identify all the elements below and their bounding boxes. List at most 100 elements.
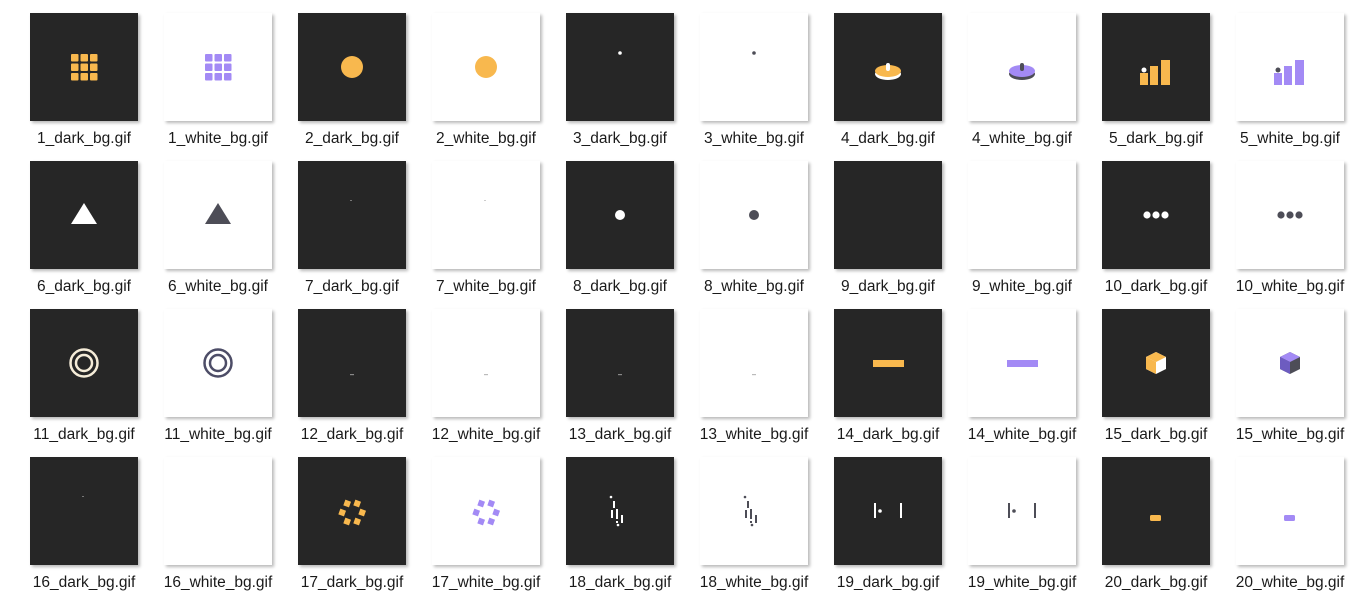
- file-item[interactable]: 12_dark_bg.gif: [298, 309, 432, 457]
- file-item[interactable]: 20_white_bg.gif: [1236, 457, 1364, 605]
- file-item[interactable]: 18_dark_bg.gif: [566, 457, 700, 605]
- file-name: 18_dark_bg.gif: [568, 574, 672, 591]
- thumbnail[interactable]: [1102, 13, 1210, 121]
- file-name: 10_white_bg.gif: [1235, 278, 1345, 295]
- file-item[interactable]: 17_white_bg.gif: [432, 457, 566, 605]
- file-item[interactable]: 19_dark_bg.gif: [834, 457, 968, 605]
- file-item[interactable]: 18_white_bg.gif: [700, 457, 834, 605]
- thumbnail[interactable]: [30, 457, 138, 565]
- thumbnail[interactable]: [298, 309, 406, 417]
- file-item[interactable]: 3_dark_bg.gif: [566, 13, 700, 161]
- file-item[interactable]: 7_white_bg.gif: [432, 161, 566, 309]
- file-item[interactable]: 8_white_bg.gif: [700, 161, 834, 309]
- file-item[interactable]: 16_dark_bg.gif: [30, 457, 164, 605]
- thumbnail[interactable]: [298, 457, 406, 565]
- thumbnail[interactable]: [566, 161, 674, 269]
- file-name: 2_dark_bg.gif: [305, 130, 399, 147]
- file-item[interactable]: 5_white_bg.gif: [1236, 13, 1364, 161]
- file-item[interactable]: 4_white_bg.gif: [968, 13, 1102, 161]
- thumbnail[interactable]: [1236, 161, 1344, 269]
- file-name: 5_dark_bg.gif: [1109, 130, 1203, 147]
- thumbnail[interactable]: [700, 13, 808, 121]
- file-name: 11_white_bg.gif: [164, 426, 272, 443]
- thumbnail[interactable]: [1236, 13, 1344, 121]
- file-item[interactable]: 10_dark_bg.gif: [1102, 161, 1236, 309]
- file-item[interactable]: 14_white_bg.gif: [968, 309, 1102, 457]
- file-item[interactable]: 5_dark_bg.gif: [1102, 13, 1236, 161]
- file-item[interactable]: 1_white_bg.gif: [164, 13, 298, 161]
- file-item[interactable]: 6_dark_bg.gif: [30, 161, 164, 309]
- file-name: 3_dark_bg.gif: [573, 130, 667, 147]
- thumbnail[interactable]: [834, 161, 942, 269]
- thumbnail[interactable]: [566, 309, 674, 417]
- file-item[interactable]: 20_dark_bg.gif: [1102, 457, 1236, 605]
- file-item[interactable]: 2_white_bg.gif: [432, 13, 566, 161]
- cube-icon: [1280, 352, 1300, 374]
- thumbnail[interactable]: [432, 309, 540, 417]
- file-name: 19_white_bg.gif: [967, 574, 1077, 591]
- file-item[interactable]: 9_white_bg.gif: [968, 161, 1102, 309]
- thumbnail[interactable]: [30, 309, 138, 417]
- thumbnail[interactable]: [164, 457, 272, 565]
- file-item[interactable]: 11_white_bg.gif: [164, 309, 298, 457]
- thumbnail[interactable]: [1102, 161, 1210, 269]
- file-name: 18_white_bg.gif: [699, 574, 809, 591]
- thumbnail[interactable]: [968, 309, 1076, 417]
- thumbnail[interactable]: [700, 457, 808, 565]
- thumbnail[interactable]: [30, 161, 138, 269]
- file-item[interactable]: 16_white_bg.gif: [164, 457, 298, 605]
- disc-icon: [1009, 63, 1035, 80]
- thumbnail[interactable]: [298, 13, 406, 121]
- thumbnail[interactable]: [164, 13, 272, 121]
- thumbnail[interactable]: [566, 457, 674, 565]
- file-item[interactable]: 1_dark_bg.gif: [30, 13, 164, 161]
- file-item[interactable]: 9_dark_bg.gif: [834, 161, 968, 309]
- file-item[interactable]: 15_white_bg.gif: [1236, 309, 1364, 457]
- file-name: 6_dark_bg.gif: [37, 278, 131, 295]
- thumbnail[interactable]: [834, 309, 942, 417]
- dot-icon: [749, 210, 759, 220]
- thumbnail[interactable]: [834, 457, 942, 565]
- file-item[interactable]: 17_dark_bg.gif: [298, 457, 432, 605]
- dot-icon: [615, 210, 625, 220]
- thumbnail[interactable]: [164, 309, 272, 417]
- thumbnail[interactable]: [432, 457, 540, 565]
- file-item[interactable]: 8_dark_bg.gif: [566, 161, 700, 309]
- thumbnail[interactable]: [298, 161, 406, 269]
- file-item[interactable]: 10_white_bg.gif: [1236, 161, 1364, 309]
- cube-icon: [1146, 352, 1166, 374]
- file-name: 19_dark_bg.gif: [836, 574, 940, 591]
- file-item[interactable]: 13_dark_bg.gif: [566, 309, 700, 457]
- thumbnail[interactable]: [432, 161, 540, 269]
- file-item[interactable]: 6_white_bg.gif: [164, 161, 298, 309]
- thumbnail[interactable]: [1102, 309, 1210, 417]
- thumbnail[interactable]: [1102, 457, 1210, 565]
- file-item[interactable]: 2_dark_bg.gif: [298, 13, 432, 161]
- file-item[interactable]: 11_dark_bg.gif: [30, 309, 164, 457]
- thumbnail[interactable]: [164, 161, 272, 269]
- file-item[interactable]: 12_white_bg.gif: [432, 309, 566, 457]
- thumbnail[interactable]: [30, 13, 138, 121]
- file-name: 9_white_bg.gif: [972, 278, 1072, 295]
- tiny-dot-icon: [618, 51, 622, 55]
- file-item[interactable]: 7_dark_bg.gif: [298, 161, 432, 309]
- file-item[interactable]: 4_dark_bg.gif: [834, 13, 968, 161]
- thumbnail[interactable]: [432, 13, 540, 121]
- thumbnail[interactable]: [566, 13, 674, 121]
- file-item[interactable]: 15_dark_bg.gif: [1102, 309, 1236, 457]
- thumbnail[interactable]: [700, 309, 808, 417]
- thumbnail[interactable]: [968, 13, 1076, 121]
- thumbnail[interactable]: [968, 457, 1076, 565]
- speck-icon: [350, 200, 352, 201]
- thumbnail[interactable]: [1236, 457, 1344, 565]
- thumbnail[interactable]: [834, 13, 942, 121]
- thumbnail[interactable]: [1236, 309, 1344, 417]
- file-item[interactable]: 19_white_bg.gif: [968, 457, 1102, 605]
- file-name: 2_white_bg.gif: [436, 130, 536, 147]
- file-name: 13_dark_bg.gif: [568, 426, 672, 443]
- thumbnail[interactable]: [700, 161, 808, 269]
- thumbnail[interactable]: [968, 161, 1076, 269]
- file-item[interactable]: 13_white_bg.gif: [700, 309, 834, 457]
- file-item[interactable]: 14_dark_bg.gif: [834, 309, 968, 457]
- file-item[interactable]: 3_white_bg.gif: [700, 13, 834, 161]
